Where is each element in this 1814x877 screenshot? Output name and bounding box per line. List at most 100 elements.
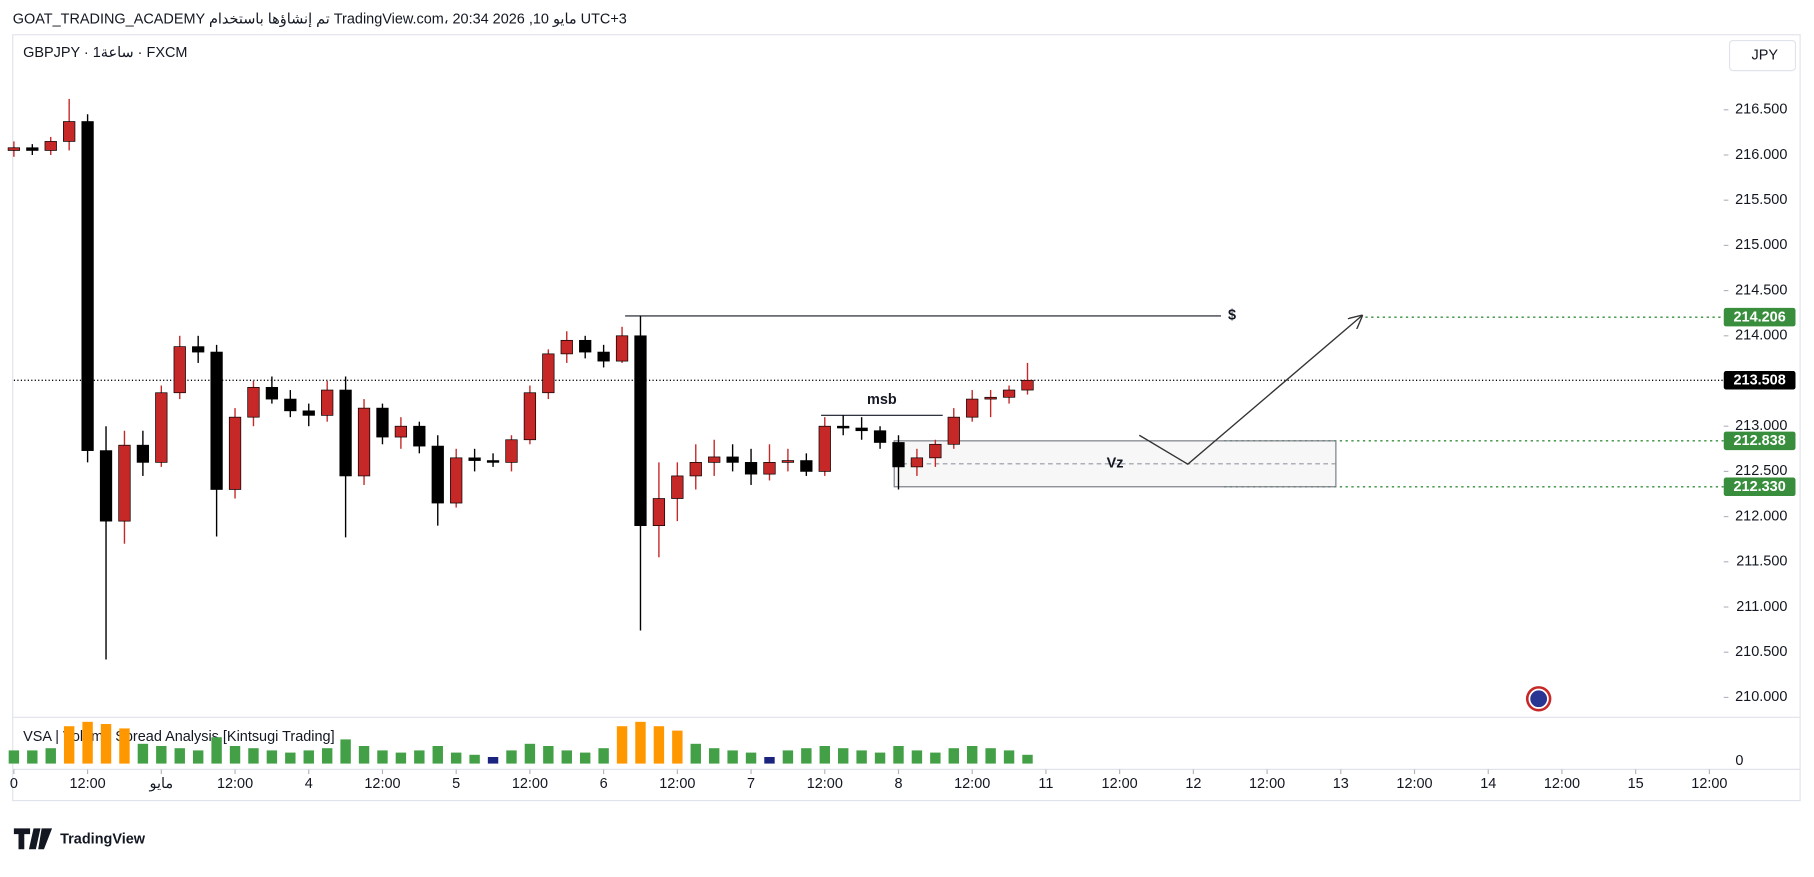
volume-bar [8,750,20,764]
volume-bar [266,750,278,764]
volume-bar [229,746,241,764]
y-tick-label: 216.500 [1735,102,1787,118]
x-tick-label: 12:00 [512,776,548,792]
x-tick-label: 12:00 [70,776,106,792]
volume-bar [100,724,112,764]
volume-bar [782,750,794,764]
candle-body [542,353,555,394]
volume-bar [285,752,296,764]
y-tick-label: 216.000 [1735,147,1787,163]
volume-bar [1022,754,1033,764]
x-tick-label: 12:00 [1396,776,1432,792]
candle-body [744,462,758,475]
candle-body [173,346,186,394]
volume-bar [506,750,517,764]
volume-bar [893,746,904,764]
volume-bar [119,728,130,764]
candle-body [1002,389,1016,398]
flag-icon-inner [1528,688,1549,709]
candle-body [800,460,813,472]
candle-body [321,389,334,416]
chart-frame [12,34,1801,802]
volume-bar [174,748,185,764]
candle-body [652,498,666,526]
y-tick-label: 210.500 [1735,644,1787,660]
currency-button[interactable] [1728,39,1797,72]
volume-bar [727,750,738,764]
logo-icon [13,828,53,850]
level-label-box [1723,477,1796,497]
volume-bar [745,752,757,764]
volume-bar [82,721,93,764]
candle-body [155,392,168,463]
volume-bar [414,750,425,764]
x-tick-label: 12:00 [659,776,695,792]
level-label-box [1723,431,1796,451]
candle-body [523,392,537,441]
volume-bar [156,746,167,764]
volume-bar [764,756,775,764]
candle-body [708,456,721,463]
x-tick-label: 13 [1333,776,1349,792]
volume-bar [137,743,149,764]
x-tick-label: 0 [10,776,18,792]
candle-body [1021,379,1034,391]
candle-body [689,462,702,477]
candle-body [873,430,887,443]
candle-body [910,457,924,468]
candle-body [947,416,960,445]
x-tick-label: 6 [600,776,608,792]
y-tick-label: 210.000 [1735,689,1787,705]
level-label: 213.508 [1734,373,1786,389]
x-tick-label: 12:00 [1691,776,1727,792]
y-tick-label: 215.000 [1735,237,1787,253]
candle-body [44,141,57,151]
candle-body [228,416,242,490]
volume-bar [598,748,609,764]
y-tick-label: 215.500 [1735,192,1787,208]
volume-bar [579,752,591,764]
candle-body [339,389,352,477]
volume-bar [543,746,554,764]
header-title: GOAT_TRADING_ACADEMY تم إنشاؤها باستخدام… [13,12,627,28]
volume-bar [801,748,812,764]
candle-body [81,121,94,451]
candle-body [468,457,481,461]
drawing-label: $ [1228,308,1236,324]
volume-bar [948,748,959,764]
candle-body [855,427,868,432]
x-tick-label: 7 [747,776,755,792]
candle-body [892,442,905,468]
volume-tick-label: 0 [1735,753,1743,769]
y-tick-label: 213.000 [1735,418,1787,434]
candle-body [357,407,371,477]
candle-body [837,425,850,429]
symbol-label: GBPJPY · 1ساعة · FXCM [23,45,187,61]
level-label: 214.206 [1734,310,1786,326]
volume-bar [63,726,75,764]
candle-body [7,147,21,151]
x-tick-label: 5 [452,776,460,792]
drawing-label: msb [867,392,897,408]
x-tick-label: 14 [1480,776,1496,792]
volume-bar [856,750,867,764]
volume-bar [930,752,941,764]
volume-bar [690,743,701,764]
x-tick-label: 4 [305,776,313,792]
volume-bar [616,726,628,764]
y-tick-label: 211.500 [1736,554,1787,570]
volume-bar [303,750,314,764]
candle-body [486,460,500,463]
candle-body [450,457,463,504]
candle-body [265,386,279,400]
x-tick-label: 12:00 [364,776,400,792]
candle-body [615,335,629,362]
x-tick-label: 12:00 [954,776,990,792]
x-tick-label: 12:00 [1249,776,1285,792]
currency-label[interactable]: JPY [1752,47,1779,63]
volume-bar [524,743,536,764]
volume-bar [874,752,886,764]
